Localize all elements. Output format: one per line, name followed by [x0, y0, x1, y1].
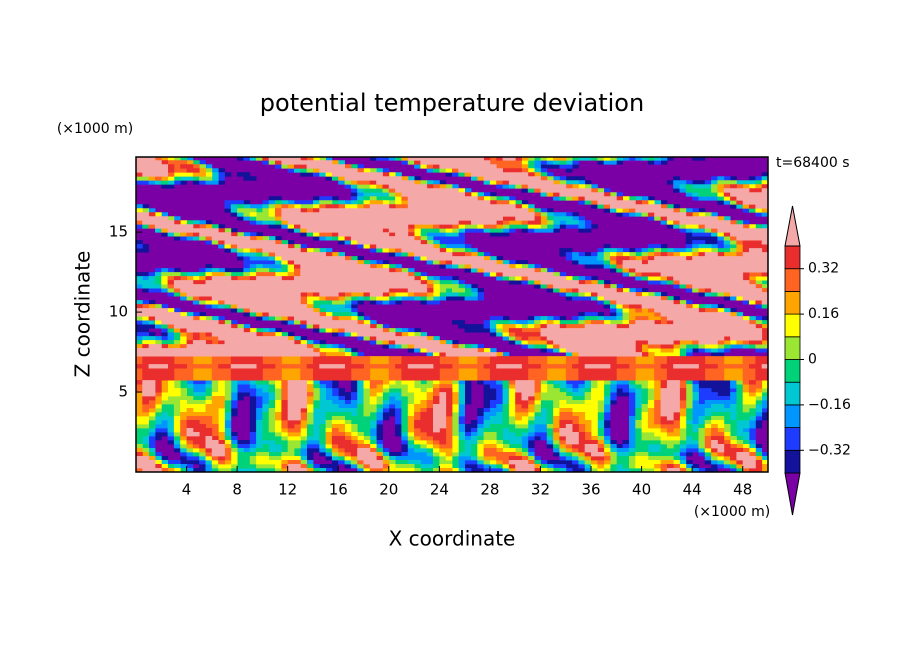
colorbar-box [784, 427, 801, 451]
y-tick-label: 10 [109, 303, 128, 321]
colorbar-tick-label: 0.16 [808, 306, 839, 322]
x-axis-label: X coordinate [389, 527, 516, 551]
x-tick-label: 4 [182, 481, 192, 499]
y-axis-label: Z coordinate [71, 251, 95, 378]
x-tick-label: 20 [379, 481, 398, 499]
x-tick-label: 28 [480, 481, 499, 499]
x-tick-label: 40 [632, 481, 651, 499]
colorbar-box [784, 290, 801, 315]
x-tick-label: 16 [329, 481, 348, 499]
y-tick-label: 15 [109, 223, 128, 241]
colorbar-box [784, 404, 801, 428]
colorbar-box [784, 381, 801, 406]
x-unit: (×1000 m) [694, 504, 770, 520]
colorbar-box [784, 268, 801, 292]
x-tick-label: 24 [430, 481, 449, 499]
contour-region [136, 157, 769, 473]
contour-region [136, 157, 769, 473]
colorbar-box [784, 359, 801, 383]
x-tick-label: 12 [278, 481, 297, 499]
colorbar-tick-label: 0 [808, 352, 817, 368]
colorbar-tick-label: 0.32 [808, 261, 839, 277]
colorbar-box [784, 245, 801, 270]
colorbar-tick-label: −0.32 [808, 442, 851, 458]
x-tick-label: 8 [232, 481, 242, 499]
contour-region [136, 157, 769, 473]
y-unit: (×1000 m) [57, 121, 133, 137]
plot-frame [135, 156, 769, 473]
x-tick-label: 32 [531, 481, 550, 499]
colorbar-box [784, 313, 801, 338]
x-tick-label: 44 [683, 481, 702, 499]
colorbar-box [784, 449, 801, 474]
y-tick-label: 5 [118, 383, 128, 401]
time-label: t=68400 s [776, 155, 850, 171]
colorbar-box [784, 336, 801, 360]
colorbar-triangle [784, 205, 801, 247]
chart-title: potential temperature deviation [260, 89, 644, 117]
x-tick-label: 36 [581, 481, 600, 499]
x-tick-label: 48 [733, 481, 752, 499]
contour-field [136, 157, 769, 473]
contour-region [136, 157, 769, 473]
contour-region [136, 157, 769, 473]
colorbar-triangle [784, 472, 801, 516]
colorbar: −0.32 −0.16 0 0.16 0.32 [784, 205, 851, 516]
colorbar-tick-label: −0.16 [808, 397, 851, 413]
